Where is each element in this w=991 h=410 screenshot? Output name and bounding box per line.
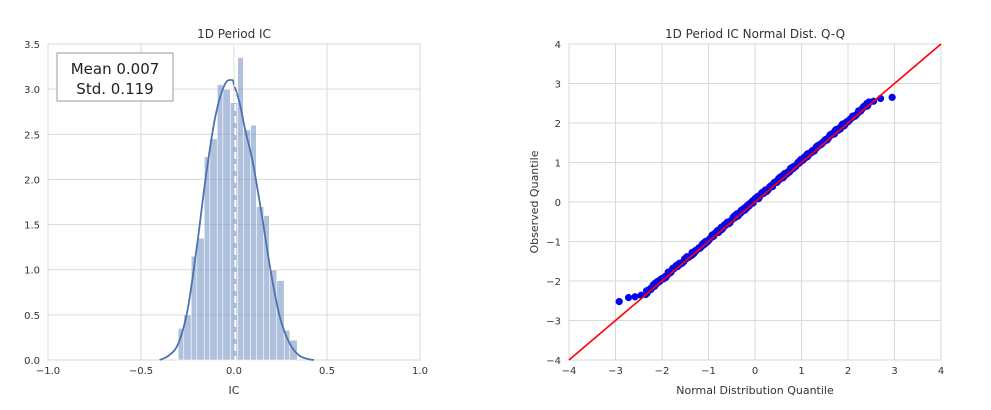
histogram-xlabel: IC — [229, 384, 240, 397]
qq-reference-line — [568, 43, 942, 361]
mean-annotation: Mean 0.007 — [71, 60, 160, 78]
histogram-bar — [209, 138, 218, 361]
histogram-ytick-label: 3.5 — [24, 40, 40, 51]
qq-ytick-label: −2 — [546, 277, 561, 288]
qq-ytick-label: 4 — [555, 40, 561, 51]
qq-xtick-label: 1 — [798, 366, 804, 377]
histogram-bar — [216, 84, 224, 361]
qq-tick-labels: −4 −3 −2 −1 0 1 2 3 4 −4 −3 −2 −1 0 1 2 3 4 — [546, 40, 944, 377]
qq-ylabel: Observed Quantile — [528, 150, 541, 253]
histogram-bar — [222, 88, 231, 361]
histogram-ytick-label: 0.0 — [24, 356, 40, 367]
histogram-title: 1D Period IC — [197, 27, 271, 41]
histogram-ytick-label: 2.0 — [24, 175, 40, 186]
histogram-xtick-label: 1.0 — [412, 366, 428, 377]
qq-point — [631, 293, 639, 301]
histogram-xtick-label: −1.0 — [36, 366, 60, 377]
histogram-xtick-label: 0.0 — [226, 366, 242, 377]
qq-xtick-label: 2 — [845, 366, 851, 377]
qq-ytick-label: 3 — [555, 80, 561, 91]
qq-point — [888, 93, 896, 101]
qq-xtick-label: −1 — [701, 366, 716, 377]
qq-title: 1D Period IC Normal Dist. Q-Q — [665, 27, 845, 41]
histogram-ytick-label: 1.5 — [24, 221, 40, 232]
histogram-bar — [243, 129, 252, 361]
stats-annotation-frame — [56, 52, 174, 102]
qq-ytick-label: 1 — [555, 159, 561, 170]
histogram-bars — [177, 57, 298, 361]
qq-xtick-label: −2 — [655, 366, 670, 377]
histogram-bar — [196, 237, 205, 361]
qq-xtick-label: −4 — [562, 366, 577, 377]
qq-point — [615, 297, 623, 306]
histogram-ytick-label: 1.0 — [24, 266, 40, 277]
qq-xtick-label: 0 — [752, 366, 758, 377]
histogram-ytick-label: 2.5 — [24, 130, 40, 141]
histogram-ytick-label: 3.0 — [24, 85, 40, 96]
kde-curve-group — [159, 79, 315, 361]
qq-xtick-label: 3 — [891, 366, 897, 377]
qq-xtick-label: 4 — [938, 366, 944, 377]
histogram-ytick-label: 0.5 — [24, 311, 40, 322]
histogram-bar — [229, 102, 239, 361]
histogram-xtick-label: −0.5 — [129, 366, 153, 377]
qq-ytick-label: 0 — [555, 198, 561, 209]
histogram-bar — [256, 206, 265, 361]
qq-reference-line-group — [568, 43, 942, 361]
qq-ytick-label: −4 — [546, 356, 561, 367]
qq-ytick-label: −3 — [546, 317, 561, 328]
histogram-xtick-label: 0.5 — [319, 366, 335, 377]
std-annotation: Std. 0.119 — [76, 80, 153, 98]
stats-annotation-box: Mean 0.007 Std. 0.119 — [56, 52, 174, 102]
qq-ytick-label: −1 — [546, 238, 561, 249]
histogram-tick-labels: −1.0 −0.5 0.0 0.5 1.0 0.0 0.5 1.0 1.5 2.0 2.5 3.0 3.… — [24, 40, 428, 377]
histogram-panel: −1.0 −0.5 0.0 0.5 1.0 0.0 0.5 1.0 1.5 2.0 2.5 3.0 3.… — [24, 27, 428, 397]
qq-grid — [568, 43, 942, 361]
histogram-bar — [177, 328, 185, 361]
qq-point — [624, 293, 633, 302]
kde-curve — [159, 79, 315, 361]
qq-panel: −4 −3 −2 −1 0 1 2 3 4 −4 −3 −2 −1 0 1 2 3 4 1D Period IC … — [528, 27, 944, 397]
qq-ytick-label: 2 — [555, 119, 561, 130]
qq-xlabel: Normal Distribution Quantile — [676, 384, 834, 397]
qq-xtick-label: −3 — [608, 366, 623, 377]
